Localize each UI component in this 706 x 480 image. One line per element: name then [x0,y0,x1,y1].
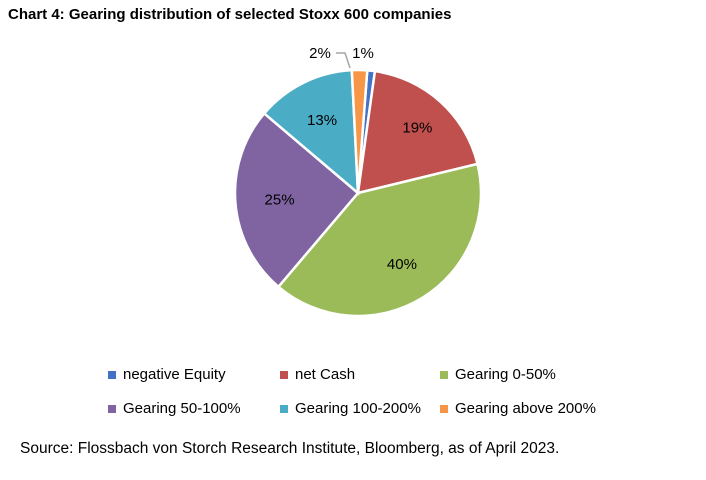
legend-item: Gearing 0-50% [440,366,556,383]
legend-label: Gearing 50-100% [123,400,241,417]
data-label-0: 1% [352,45,374,62]
pie-slice-1 [356,69,480,195]
data-label-5: 2% [309,45,331,62]
leader-line [336,52,351,69]
legend-item: Gearing 100-200% [280,400,421,417]
legend-label: negative Equity [123,366,226,383]
pie-slice-4 [262,68,360,196]
pie-slice-2 [276,162,483,318]
legend-item: net Cash [280,366,355,383]
legend-swatch [280,404,288,413]
legend-label: Gearing 0-50% [455,366,556,383]
legend-swatch [440,404,448,413]
legend-label: Gearing above 200% [455,400,596,417]
legend-swatch [108,404,116,413]
legend-label: net Cash [295,366,356,383]
data-label-2: 40% [387,256,417,273]
legend-item: Gearing above 200% [440,400,596,417]
legend-item: Gearing 50-100% [108,400,241,417]
legend-label: Gearing 100-200% [295,400,421,417]
source-note: Source: Flossbach von Storch Research In… [20,440,560,457]
data-label-1: 19% [402,119,432,136]
chart-title: Chart 4: Gearing distribution of selecte… [8,6,452,23]
pie-slice-5 [350,68,369,194]
legend-swatch [440,370,448,379]
legend-item: negative Equity [108,366,226,383]
legend-swatch [280,370,288,379]
legend-swatch [108,370,116,379]
pie-slice-3 [233,111,360,289]
data-label-3: 25% [265,191,295,208]
data-label-4: 13% [307,112,337,129]
